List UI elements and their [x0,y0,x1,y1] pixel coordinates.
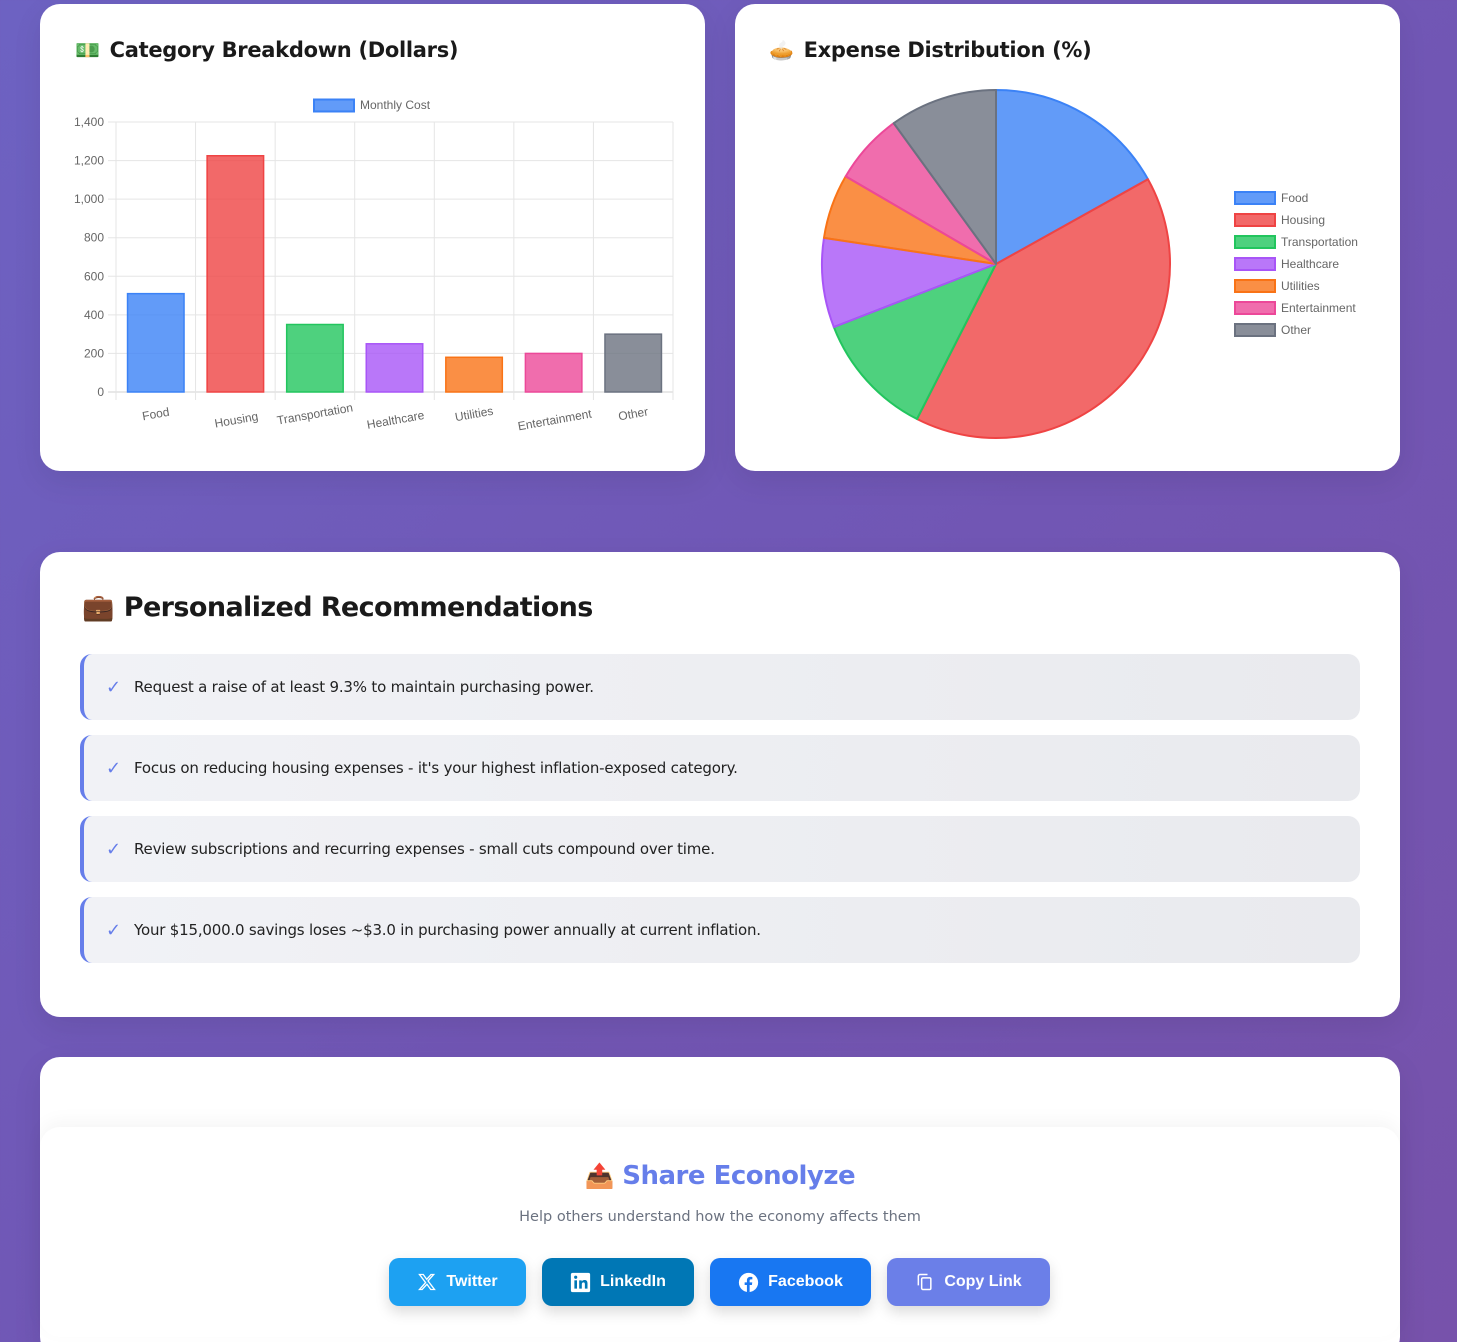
facebook-share-button[interactable]: Facebook [710,1258,871,1306]
check-icon: ✓ [106,838,122,860]
pie-chart[interactable]: Food Housing Transportation Healthcare Utili… [735,4,1400,471]
y-tick-label: 800 [84,231,104,245]
recommendation-item: ✓ Review subscriptions and recurring exp… [80,816,1360,882]
expense-distribution-card: 🥧 Expense Distribution (%) Food Housing Tr… [735,4,1400,471]
recommendations-card: 💼 Personalized Recommendations ✓ Request… [40,552,1400,1017]
legend-swatch[interactable] [1234,191,1276,205]
legend-swatch[interactable] [1234,279,1276,293]
bar-chart[interactable]: Monthly Cost 0 200 400 600 800 1,000 1,200 1,400… [40,4,705,471]
bar-housing[interactable] [206,155,265,393]
legend-label[interactable]: Food [1281,191,1308,205]
briefcase-icon: 💼 [82,592,114,623]
y-tick-label: 400 [84,308,104,322]
legend-label[interactable]: Housing [1281,213,1325,227]
check-icon: ✓ [106,757,122,779]
y-tick-label: 1,400 [74,115,104,129]
y-tick-label: 1,200 [74,154,104,168]
bar-healthcare[interactable] [365,343,424,393]
bar-food[interactable] [126,292,185,393]
x-tick-label: Healthcare [366,408,426,432]
recommendation-item: ✓ Focus on reducing housing expenses - i… [80,735,1360,801]
bar-other[interactable] [604,333,663,393]
legend-label[interactable]: Entertainment [1281,301,1356,315]
share-section: 📤 Share Econolyze Help others understand … [40,1057,1400,1342]
y-tick-label: 1,000 [74,192,104,206]
bar-utilities[interactable] [445,356,504,393]
facebook-icon [739,1272,759,1292]
linkedin-icon [570,1272,591,1292]
y-tick-label: 0 [97,385,104,399]
share-subtitle: Help others understand how the economy a… [519,1209,921,1225]
share-outbox-icon: 📤 [584,1162,615,1190]
pie-slice-other[interactable] [892,89,997,265]
legend-label[interactable]: Healthcare [1281,257,1339,271]
legend-label[interactable]: Monthly Cost [360,98,431,112]
x-tick-label: Food [141,405,170,424]
share-buttons: Twitter LinkedIn Facebook Copy Link [389,1258,1050,1306]
linkedin-share-button[interactable]: LinkedIn [542,1258,694,1306]
legend-label[interactable]: Utilities [1281,279,1320,293]
recommendation-item: ✓ Your $15,000.0 savings loses ~$3.0 in … [80,897,1360,963]
pie-slice-food[interactable] [995,89,1149,265]
pie-card-title: 🥧 Expense Distribution (%) [769,38,1092,62]
legend-swatch[interactable] [1234,257,1276,271]
twitter-share-button[interactable]: Twitter [389,1258,526,1306]
share-card: 📤 Share Econolyze Help others understand … [40,1127,1400,1337]
x-tick-label: Housing [214,409,260,430]
copy-link-button[interactable]: Copy Link [887,1258,1050,1306]
bar-transportation[interactable] [285,323,344,393]
pie-slice-transportation[interactable] [832,263,997,421]
y-tick-label: 600 [84,269,104,283]
x-icon [418,1273,437,1291]
money-icon: 💵 [75,38,100,62]
pie-slice-healthcare[interactable] [821,236,997,329]
x-tick-label: Entertainment [517,406,594,433]
legend-swatch[interactable] [313,98,355,113]
legend-swatch[interactable] [1234,213,1276,227]
bar-card-title: 💵 Category Breakdown (Dollars) [75,38,459,62]
check-icon: ✓ [106,919,122,941]
legend-swatch[interactable] [1234,235,1276,249]
recommendations-title: 💼 Personalized Recommendations [82,592,593,623]
copy-icon [917,1273,932,1291]
y-tick-label: 200 [84,346,104,360]
bar-entertainment[interactable] [524,352,583,393]
share-title: 📤 Share Econolyze [584,1161,856,1191]
check-icon: ✓ [106,676,122,698]
x-tick-label: Other [617,405,649,424]
pie-icon: 🥧 [769,38,794,62]
legend-swatch[interactable] [1234,301,1276,315]
pie-slice-housing[interactable] [916,178,1171,439]
category-breakdown-card: 💵 Category Breakdown (Dollars) Monthly C… [40,4,705,471]
recommendation-list: ✓ Request a raise of at least 9.3% to ma… [80,654,1360,978]
x-tick-label: Utilities [454,404,495,425]
x-tick-label: Transportation [276,400,354,427]
legend-swatch[interactable] [1234,323,1276,337]
legend-label[interactable]: Transportation [1281,235,1358,249]
recommendation-item: ✓ Request a raise of at least 9.3% to ma… [80,654,1360,720]
legend-label[interactable]: Other [1281,323,1311,337]
